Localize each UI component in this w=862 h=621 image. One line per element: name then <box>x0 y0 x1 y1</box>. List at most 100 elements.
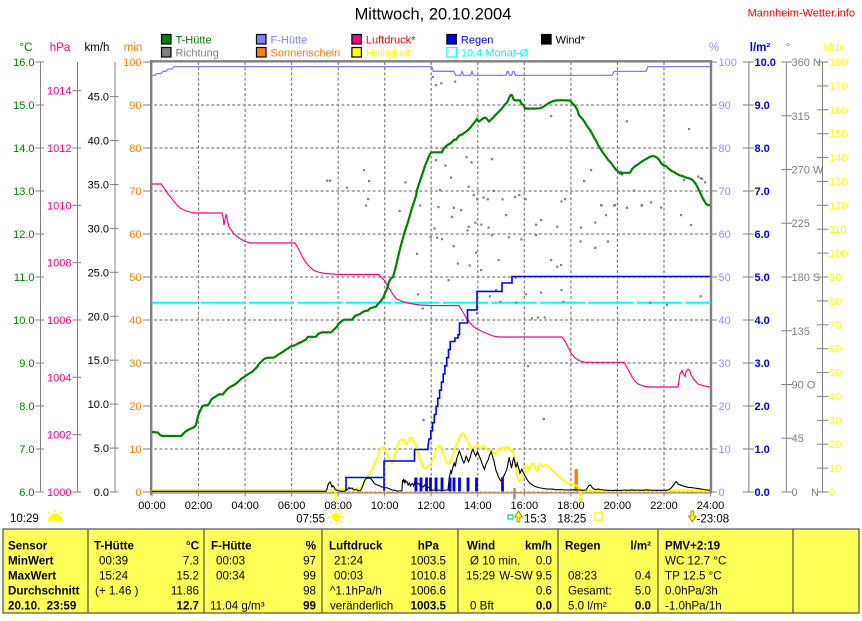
svg-text:100: 100 <box>123 57 141 69</box>
svg-text:MaxWert: MaxWert <box>8 570 56 583</box>
svg-text:80: 80 <box>129 143 141 155</box>
svg-text:T-Hütte: T-Hütte <box>94 540 134 553</box>
svg-text:30: 30 <box>129 358 141 370</box>
svg-text:1.0: 1.0 <box>755 444 770 456</box>
svg-text:360 N: 360 N <box>792 57 821 69</box>
svg-text:04:00: 04:00 <box>231 500 259 512</box>
svg-text:5.0 l/m²: 5.0 l/m² <box>568 600 607 613</box>
svg-text:10.0: 10.0 <box>13 315 34 327</box>
svg-text:0.6: 0.6 <box>536 585 552 598</box>
svg-text:30: 30 <box>719 358 731 370</box>
svg-text:15:29: 15:29 <box>466 570 495 583</box>
svg-text:20.0: 20.0 <box>88 311 109 323</box>
svg-text:18:25: 18:25 <box>558 514 587 526</box>
svg-text:98: 98 <box>303 585 316 598</box>
svg-text:14.0: 14.0 <box>13 143 34 155</box>
svg-text:10: 10 <box>829 463 841 475</box>
svg-text:min: min <box>124 42 143 54</box>
svg-text:180: 180 <box>829 57 847 69</box>
svg-text:40: 40 <box>719 315 731 327</box>
svg-text:%: % <box>306 540 316 553</box>
svg-text:60: 60 <box>129 229 141 241</box>
svg-text:1003.5: 1003.5 <box>411 555 446 568</box>
svg-text:Durchschnitt: Durchschnitt <box>8 585 80 598</box>
svg-text:10: 10 <box>129 444 141 456</box>
svg-text:WC 12.7 °C: WC 12.7 °C <box>665 555 726 568</box>
svg-text:-23:08: -23:08 <box>697 514 730 526</box>
svg-text:Luftdruck: Luftdruck <box>329 540 383 553</box>
svg-text:20: 20 <box>829 439 841 451</box>
svg-text:135: 135 <box>792 326 810 338</box>
svg-text:5.0: 5.0 <box>94 443 109 455</box>
svg-text:20: 20 <box>719 401 731 413</box>
svg-text:20.10. 23:59: 20.10. 23:59 <box>8 600 77 613</box>
svg-text:170: 170 <box>829 81 847 93</box>
svg-text:0.0: 0.0 <box>536 555 552 568</box>
svg-text:hPa: hPa <box>418 540 440 553</box>
svg-text:00:34: 00:34 <box>216 570 246 583</box>
svg-text:00:03: 00:03 <box>216 555 245 568</box>
svg-text:11.0: 11.0 <box>14 272 35 284</box>
svg-text:20:00: 20:00 <box>604 500 632 512</box>
svg-text:klux: klux <box>824 42 845 54</box>
svg-text:hPa: hPa <box>50 42 71 54</box>
svg-text:Ø 10 min.: Ø 10 min. <box>470 555 520 568</box>
svg-text:22:00: 22:00 <box>650 500 678 512</box>
svg-text:1010: 1010 <box>47 200 71 212</box>
svg-text:Gesamt:: Gesamt: <box>568 585 612 598</box>
svg-text:1010.8: 1010.8 <box>411 570 446 583</box>
svg-text:25.0: 25.0 <box>88 267 109 279</box>
svg-text:T-Hütte: T-Hütte <box>176 34 212 46</box>
svg-text:45.0: 45.0 <box>88 92 109 104</box>
svg-text:90 O: 90 O <box>792 380 816 392</box>
svg-text:Richtung: Richtung <box>176 47 219 59</box>
svg-text:150: 150 <box>829 129 847 141</box>
svg-text:40: 40 <box>829 391 841 403</box>
svg-text:110: 110 <box>829 224 847 236</box>
svg-text:4.0: 4.0 <box>755 315 770 327</box>
svg-text:40.0: 40.0 <box>88 136 109 148</box>
svg-text:120: 120 <box>829 200 847 212</box>
svg-text:140: 140 <box>829 153 847 165</box>
svg-text:Sonnenschein: Sonnenschein <box>271 47 341 59</box>
svg-text:F-Hütte: F-Hütte <box>271 34 308 46</box>
svg-text:°C: °C <box>186 540 200 553</box>
svg-text:TP 12.5 °C: TP 12.5 °C <box>665 570 722 583</box>
svg-text:9.0: 9.0 <box>755 100 770 112</box>
svg-text:90: 90 <box>829 272 841 284</box>
svg-text:2.0: 2.0 <box>755 401 770 413</box>
svg-text:10:29: 10:29 <box>10 513 39 525</box>
svg-text:315: 315 <box>792 111 810 123</box>
svg-text:0: 0 <box>135 487 141 499</box>
svg-text:130: 130 <box>829 176 847 188</box>
svg-text:12.0: 12.0 <box>13 229 34 241</box>
svg-text:MinWert: MinWert <box>8 555 54 568</box>
svg-text:50: 50 <box>129 272 141 284</box>
svg-text:70: 70 <box>719 186 731 198</box>
svg-text:km/h: km/h <box>85 42 110 54</box>
svg-text:7.0: 7.0 <box>19 444 34 456</box>
svg-text:7.3: 7.3 <box>183 555 199 568</box>
svg-text:km/h: km/h <box>525 540 552 553</box>
svg-text:6.0: 6.0 <box>19 487 34 499</box>
svg-text:15.0: 15.0 <box>13 100 34 112</box>
svg-text:0: 0 <box>829 487 835 499</box>
svg-text:Sensor: Sensor <box>8 540 48 553</box>
svg-text:30: 30 <box>829 415 841 427</box>
svg-text:0.0hPa/3h: 0.0hPa/3h <box>665 585 718 598</box>
svg-text:1002: 1002 <box>47 430 71 442</box>
svg-text:30.0: 30.0 <box>88 223 109 235</box>
svg-text:225: 225 <box>792 218 810 230</box>
svg-text:15:24: 15:24 <box>99 570 129 583</box>
svg-text:10:00: 10:00 <box>371 500 399 512</box>
svg-text:40: 40 <box>129 315 141 327</box>
svg-text:8.0: 8.0 <box>19 401 34 413</box>
svg-text:l/m²: l/m² <box>630 540 651 553</box>
svg-text:1004: 1004 <box>47 372 71 384</box>
svg-text:15:3: 15:3 <box>524 514 546 526</box>
svg-text:13.0: 13.0 <box>13 186 34 198</box>
svg-text:70: 70 <box>129 186 141 198</box>
svg-text:Wind*: Wind* <box>556 34 586 46</box>
svg-text:08:00: 08:00 <box>324 500 352 512</box>
svg-text:0.4: 0.4 <box>635 570 652 583</box>
